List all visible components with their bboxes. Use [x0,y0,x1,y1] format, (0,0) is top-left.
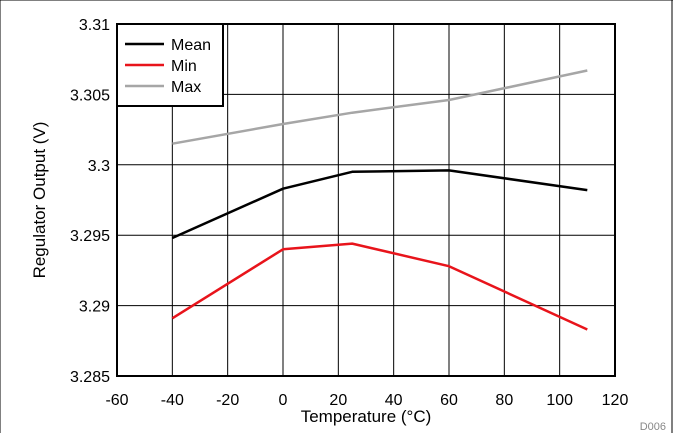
series-lines [171,69,588,331]
x-tick-label: 80 [495,392,513,409]
legend-label-mean: Mean [171,37,211,54]
y-tick-label: 3.3 [88,158,110,175]
series-line-mean [171,169,588,240]
figure-code: D006 [640,421,666,433]
y-tick-label: 3.295 [70,228,110,245]
y-axis-title: Regulator Output (V) [30,122,49,279]
y-tick-label: 3.285 [70,369,110,386]
y-tick-label: 3.305 [70,87,110,104]
x-tick-label: 40 [385,392,403,409]
legend: Mean Min Max [116,23,224,107]
legend-label-max: Max [171,79,201,96]
legend-label-min: Min [171,58,197,75]
x-tick-label: -40 [161,392,184,409]
x-tick-label: 60 [440,392,458,409]
y-tick-label: 3.29 [79,299,110,316]
plot-area-frame [116,23,616,377]
x-tick-label: 120 [602,392,629,409]
y-tick-label: 3.31 [79,17,110,34]
x-tick-label: -60 [105,392,128,409]
x-tick-labels: -60 -40 -20 0 20 40 60 80 100 120 [105,392,628,409]
series-line-max [172,69,588,145]
x-tick-label: 100 [546,392,573,409]
x-axis-title: Temperature (°C) [301,407,432,426]
series-line-min [171,242,588,331]
y-tick-labels: 3.285 3.29 3.295 3.3 3.305 3.31 [70,17,110,386]
x-tick-label: 0 [279,392,288,409]
x-tick-label: 20 [329,392,347,409]
x-tick-label: -20 [216,392,239,409]
